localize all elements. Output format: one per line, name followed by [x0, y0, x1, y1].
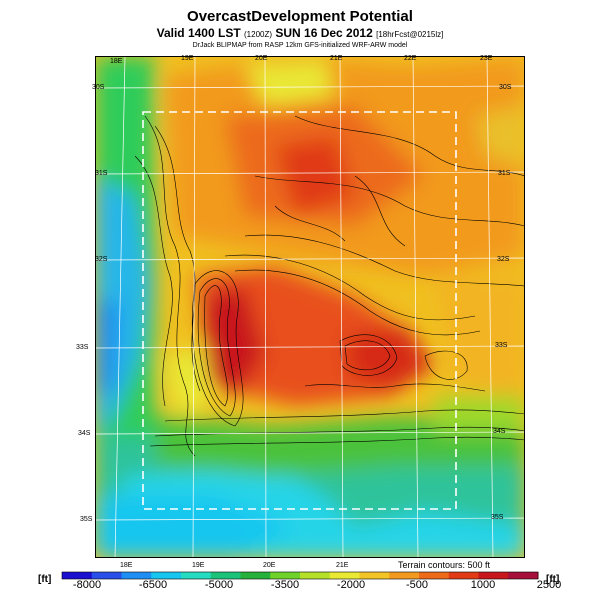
utc-time: (1200Z)	[244, 30, 273, 39]
colorbar-tick-label: -3500	[270, 579, 300, 591]
forecast-info: [18hrFcst@0215lz]	[376, 30, 444, 39]
colorbar-swatch	[121, 572, 152, 579]
lat-label-right: 30S	[499, 84, 512, 91]
lat-label-left: 34S	[78, 430, 91, 437]
colorbar-swatch	[329, 572, 360, 579]
lon-label-top: 23E	[480, 55, 493, 62]
colorbar-swatch	[270, 572, 301, 579]
lon-label-bottom: 19E	[192, 562, 205, 569]
colorbar-swatch	[419, 572, 450, 579]
model-credit: DrJack BLIPMAP from RASP 12km GFS-initia…	[192, 42, 408, 49]
colorbar-swatch	[240, 572, 271, 579]
lat-label-left: 30S	[92, 84, 105, 91]
colorbar-swatch	[300, 572, 331, 579]
colorbar-swatch	[62, 572, 93, 579]
potential-field	[95, 56, 525, 558]
graticule	[95, 56, 525, 558]
lon-label-top: 20E	[255, 55, 268, 62]
colorbar-swatch	[508, 572, 539, 579]
lon-label-top: 19E	[181, 55, 194, 62]
colorbar-tick-label: -5000	[204, 579, 234, 591]
lon-label-top: 21E	[330, 55, 343, 62]
lat-label-left: 35S	[80, 516, 93, 523]
forecast-map	[95, 56, 525, 558]
chart-subtitle: Valid 1400 LST (1200Z) SUN 16 Dec 2012 […	[0, 26, 600, 40]
colorbar-swatch	[448, 572, 479, 579]
lat-label-left: 32S	[95, 256, 108, 263]
map-border	[95, 56, 525, 558]
lon-label-bottom: 21E	[336, 562, 349, 569]
lon-label-top: 18E	[110, 58, 123, 65]
colorbar	[61, 571, 539, 580]
lon-label-bottom: 20E	[263, 562, 276, 569]
colorbar-unit-right: [ft]	[546, 574, 560, 585]
colorbar-tick-label: 2500	[536, 579, 562, 591]
colorbar-tick-label: -500	[405, 579, 429, 591]
map-panel	[95, 56, 525, 558]
valid-time: Valid 1400 LST	[156, 26, 241, 40]
lat-label-right: 33S	[495, 342, 508, 349]
colorbar-tick-label: -6500	[138, 579, 168, 591]
lat-label-right: 35S	[491, 514, 504, 521]
lat-label-right: 31S	[498, 170, 511, 177]
chart-title: OvercastDevelopment Potential	[187, 8, 413, 25]
colorbar-swatch	[478, 572, 509, 579]
valid-date: SUN 16 Dec 2012	[275, 26, 373, 40]
colorbar-swatch	[389, 572, 420, 579]
colorbar-swatch	[151, 572, 182, 579]
lat-label-left: 33S	[76, 344, 89, 351]
colorbar-swatch	[91, 572, 122, 579]
lon-label-top: 22E	[404, 55, 417, 62]
lat-label-left: 31S	[95, 170, 108, 177]
colorbar-swatch	[359, 572, 390, 579]
colorbar-tick-label: -8000	[72, 579, 102, 591]
colorbar-tick-label: 1000	[470, 579, 496, 591]
colorbar-tick-label: -2000	[336, 579, 366, 591]
colorbar-swatch	[181, 572, 212, 579]
terrain-contour-note: Terrain contours: 500 ft	[398, 560, 491, 570]
inner-domain-box	[142, 111, 457, 510]
colorbar-swatch	[210, 572, 241, 579]
lat-label-right: 34S	[493, 428, 506, 435]
lat-label-right: 32S	[497, 256, 510, 263]
colorbar-outline	[61, 571, 539, 580]
colorbar-unit-left: [ft]	[38, 574, 52, 585]
lon-label-bottom: 18E	[120, 562, 133, 569]
